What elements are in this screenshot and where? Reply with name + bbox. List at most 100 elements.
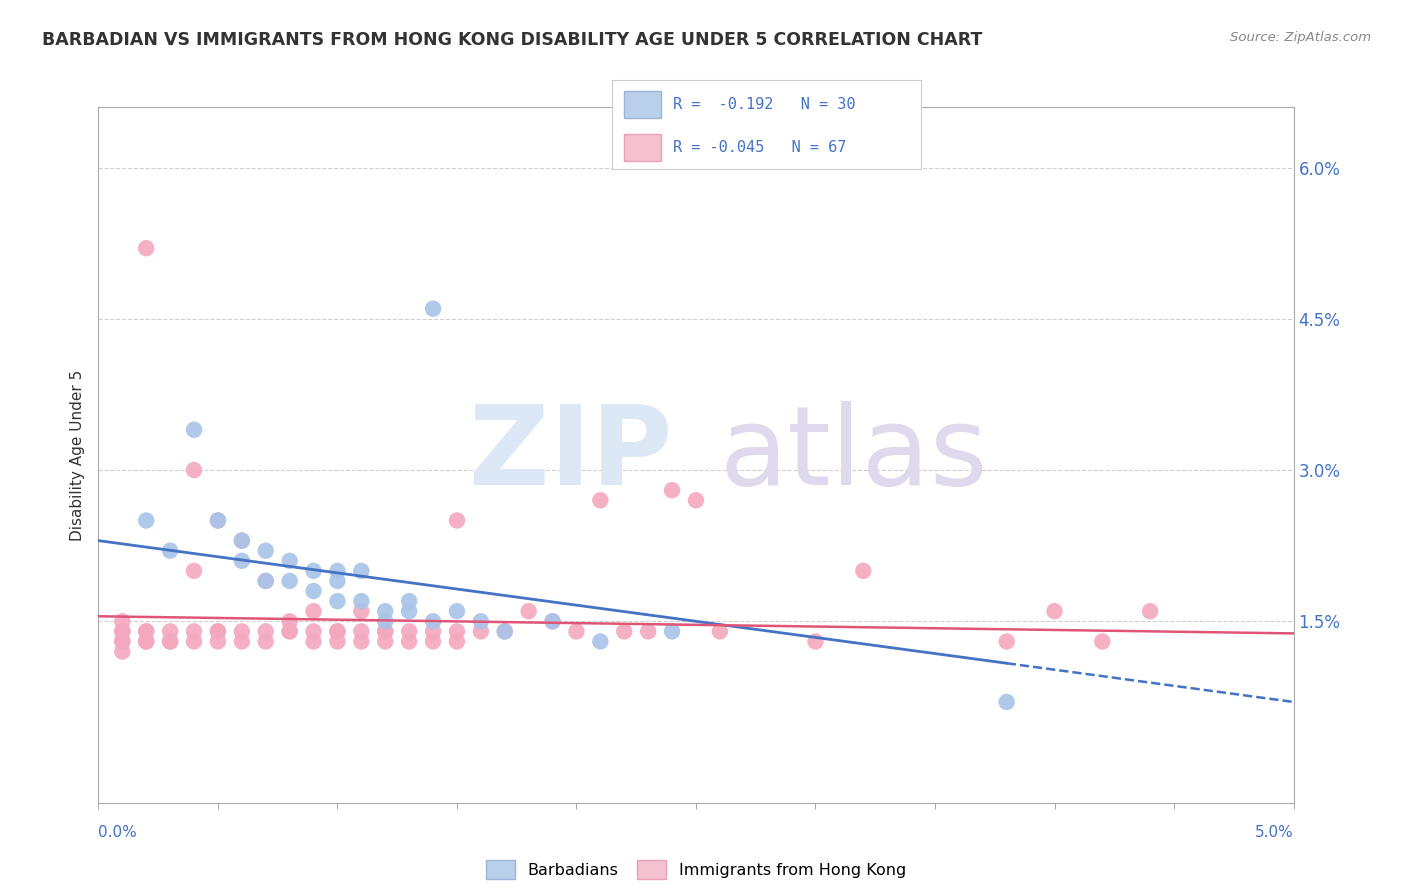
- Point: [183, 564, 205, 578]
- Text: R =  -0.192   N = 30: R = -0.192 N = 30: [673, 97, 856, 112]
- Point: [254, 574, 277, 588]
- Point: [350, 634, 373, 648]
- Point: [207, 634, 229, 648]
- Point: [135, 513, 157, 527]
- Point: [589, 493, 612, 508]
- Point: [231, 554, 253, 568]
- Point: [661, 483, 683, 498]
- Point: [398, 634, 420, 648]
- Y-axis label: Disability Age Under 5: Disability Age Under 5: [70, 369, 86, 541]
- Point: [804, 634, 827, 648]
- Point: [326, 574, 349, 588]
- Point: [470, 624, 492, 639]
- Point: [1091, 634, 1114, 648]
- Point: [278, 624, 301, 639]
- Point: [565, 624, 588, 639]
- Text: BARBADIAN VS IMMIGRANTS FROM HONG KONG DISABILITY AGE UNDER 5 CORRELATION CHART: BARBADIAN VS IMMIGRANTS FROM HONG KONG D…: [42, 31, 983, 49]
- Point: [278, 554, 301, 568]
- Point: [326, 594, 349, 608]
- Point: [350, 564, 373, 578]
- Point: [231, 533, 253, 548]
- Point: [446, 513, 468, 527]
- Point: [326, 624, 349, 639]
- Point: [422, 615, 444, 629]
- Point: [852, 564, 875, 578]
- Point: [517, 604, 540, 618]
- Point: [302, 634, 325, 648]
- Point: [302, 604, 325, 618]
- Point: [494, 624, 516, 639]
- Point: [1139, 604, 1161, 618]
- Point: [183, 423, 205, 437]
- Point: [374, 615, 396, 629]
- Point: [183, 463, 205, 477]
- Point: [350, 624, 373, 639]
- Point: [231, 634, 253, 648]
- Point: [374, 634, 396, 648]
- Point: [159, 634, 181, 648]
- Point: [135, 241, 157, 255]
- Point: [302, 624, 325, 639]
- Point: [159, 543, 181, 558]
- Point: [135, 624, 157, 639]
- Point: [709, 624, 731, 639]
- Point: [494, 624, 516, 639]
- Point: [111, 634, 134, 648]
- Point: [422, 624, 444, 639]
- Point: [207, 624, 229, 639]
- Point: [135, 624, 157, 639]
- Point: [111, 624, 134, 639]
- Point: [661, 624, 683, 639]
- Point: [135, 634, 157, 648]
- Point: [111, 624, 134, 639]
- Point: [111, 615, 134, 629]
- Point: [374, 624, 396, 639]
- Point: [398, 624, 420, 639]
- Point: [685, 493, 707, 508]
- Text: atlas: atlas: [720, 401, 988, 508]
- Point: [541, 615, 564, 629]
- Point: [254, 624, 277, 639]
- Point: [995, 634, 1018, 648]
- Point: [302, 584, 325, 599]
- Point: [541, 615, 564, 629]
- Point: [350, 594, 373, 608]
- Text: Source: ZipAtlas.com: Source: ZipAtlas.com: [1230, 31, 1371, 45]
- Point: [278, 624, 301, 639]
- Point: [374, 624, 396, 639]
- Point: [254, 634, 277, 648]
- Point: [374, 604, 396, 618]
- Legend: Barbadians, Immigrants from Hong Kong: Barbadians, Immigrants from Hong Kong: [479, 854, 912, 885]
- Point: [326, 624, 349, 639]
- Point: [278, 574, 301, 588]
- Point: [637, 624, 659, 639]
- Text: R = -0.045   N = 67: R = -0.045 N = 67: [673, 140, 846, 154]
- Point: [231, 533, 253, 548]
- Text: 5.0%: 5.0%: [1254, 825, 1294, 840]
- Point: [1043, 604, 1066, 618]
- Point: [446, 624, 468, 639]
- Point: [446, 604, 468, 618]
- FancyBboxPatch shape: [624, 134, 661, 161]
- Point: [183, 624, 205, 639]
- Point: [398, 604, 420, 618]
- Point: [207, 513, 229, 527]
- Point: [995, 695, 1018, 709]
- Point: [326, 564, 349, 578]
- Point: [326, 634, 349, 648]
- Point: [111, 644, 134, 658]
- Point: [231, 624, 253, 639]
- Point: [398, 594, 420, 608]
- Point: [278, 615, 301, 629]
- Point: [207, 513, 229, 527]
- Point: [254, 543, 277, 558]
- Point: [446, 634, 468, 648]
- Point: [422, 301, 444, 316]
- FancyBboxPatch shape: [624, 91, 661, 118]
- Point: [613, 624, 636, 639]
- Point: [135, 634, 157, 648]
- Point: [159, 624, 181, 639]
- Point: [589, 634, 612, 648]
- Text: 0.0%: 0.0%: [98, 825, 138, 840]
- Point: [183, 634, 205, 648]
